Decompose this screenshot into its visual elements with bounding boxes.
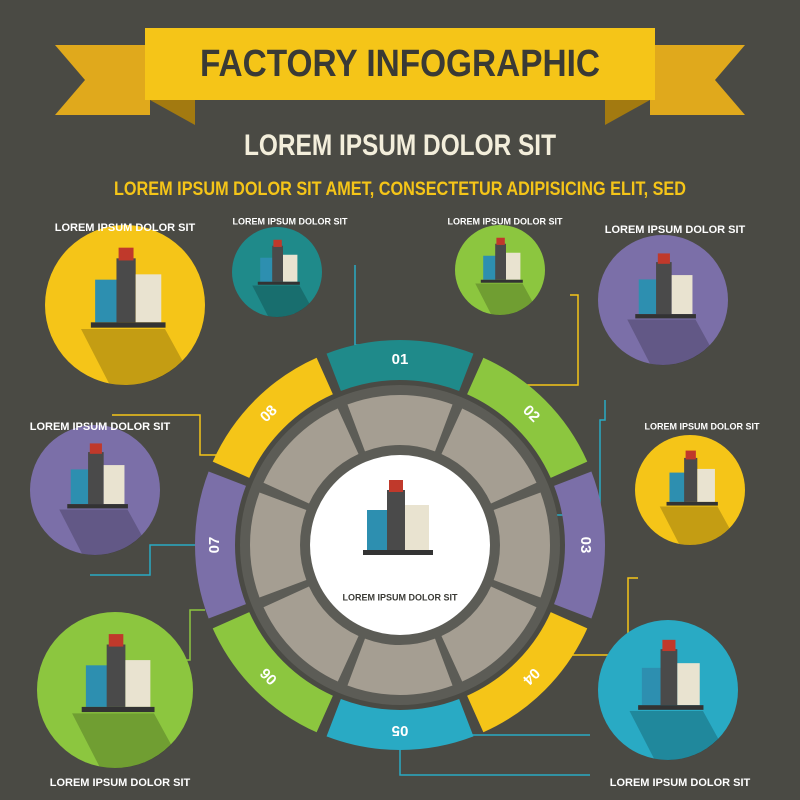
center-icon [363, 480, 433, 555]
item-shadow [629, 711, 719, 761]
item-label: LOREM IPSUM DOLOR SIT [50, 777, 191, 789]
icon-building [389, 480, 403, 492]
item [30, 425, 160, 556]
item [45, 225, 205, 386]
ring-cell [441, 408, 537, 504]
icon-base [363, 550, 433, 555]
item-label: LOREM IPSUM DOLOR SIT [605, 224, 746, 236]
icon-building [260, 257, 274, 282]
segment-number: 01 [392, 351, 409, 368]
item [598, 235, 728, 366]
icon-building [671, 275, 693, 315]
ring-segment [194, 471, 246, 619]
ring-segment [212, 612, 333, 733]
item-label: LOREM IPSUM DOLOR SIT [644, 421, 760, 431]
icon-base [90, 322, 166, 328]
icon-building [657, 253, 670, 264]
icon-building [483, 255, 497, 280]
icon-building [506, 252, 521, 280]
ring-cell [347, 638, 453, 696]
icon-building [95, 279, 119, 323]
icon-building [108, 634, 124, 647]
icon-building [85, 665, 109, 707]
icon-building [656, 262, 672, 315]
ring-segment [326, 340, 474, 391]
item-label: LOREM IPSUM DOLOR SIT [232, 216, 348, 226]
ring-cell [441, 586, 537, 682]
tagline: LOREM IPSUM DOLOR SIT AMET, CONSECTETUR … [114, 179, 686, 200]
icon-building [685, 450, 696, 460]
icon-building [125, 660, 151, 707]
item-label: LOREM IPSUM DOLOR SIT [447, 216, 563, 226]
ring-cell [263, 408, 359, 504]
segment-number: 07 [206, 537, 223, 554]
icon-base [257, 281, 300, 285]
item-shadow [627, 319, 710, 366]
ring-segment [467, 357, 588, 478]
item [37, 612, 193, 769]
ring-segment [326, 699, 474, 750]
icon-building [684, 457, 698, 502]
icon-building [103, 465, 125, 505]
icon-building [662, 639, 676, 652]
item-shadow [475, 283, 533, 316]
item-shadow [72, 713, 172, 769]
icon-base [81, 706, 155, 713]
icon-base [67, 504, 128, 509]
icon-building [367, 510, 389, 550]
item-shadow [59, 509, 142, 556]
item [232, 227, 322, 318]
icon-building [405, 505, 429, 550]
icon-building [660, 649, 678, 706]
center-label: LOREM IPSUM DOLOR SIT [342, 592, 458, 602]
icon-building [116, 258, 136, 323]
icon-building [272, 245, 283, 282]
icon-building [641, 667, 663, 706]
title: FACTORY INFOGRAPHIC [200, 43, 600, 85]
icon-building [135, 274, 162, 323]
icon-base [480, 279, 523, 283]
item-label: LOREM IPSUM DOLOR SIT [610, 777, 751, 789]
subtitle: LOREM IPSUM DOLOR SIT [244, 129, 556, 162]
item-shadow [81, 329, 183, 386]
icon-base [638, 705, 704, 710]
item-label: LOREM IPSUM DOLOR SIT [55, 222, 196, 234]
icon-base [666, 501, 718, 506]
item [635, 435, 745, 546]
ring-segment [554, 471, 605, 619]
icon-building [495, 243, 506, 280]
ring-cell [263, 586, 359, 682]
icon-building [283, 254, 298, 282]
segment-number: 03 [577, 537, 594, 554]
item-label: LOREM IPSUM DOLOR SIT [30, 421, 171, 433]
item [455, 225, 545, 316]
icon-base [635, 314, 696, 319]
ring-segment [467, 612, 588, 733]
icon-building [118, 247, 134, 261]
ring-segment [212, 357, 333, 478]
icon-building [273, 239, 282, 247]
item [598, 620, 738, 761]
item-shadow [659, 506, 730, 546]
segment-number: 05 [392, 722, 409, 739]
icon-building [496, 237, 505, 245]
ring-cell [249, 492, 307, 598]
item-shadow [252, 285, 310, 318]
banner [55, 28, 745, 125]
icon-building [70, 469, 90, 505]
icon-building [88, 452, 104, 505]
icon-building [669, 472, 686, 502]
ring-cell [347, 395, 453, 452]
icon-building [387, 490, 405, 550]
icon-building [638, 279, 658, 315]
icon-building [677, 663, 700, 706]
icon-building [106, 644, 126, 707]
icon-building [89, 443, 102, 454]
ring-cell [493, 492, 550, 598]
icon-building [697, 468, 715, 502]
